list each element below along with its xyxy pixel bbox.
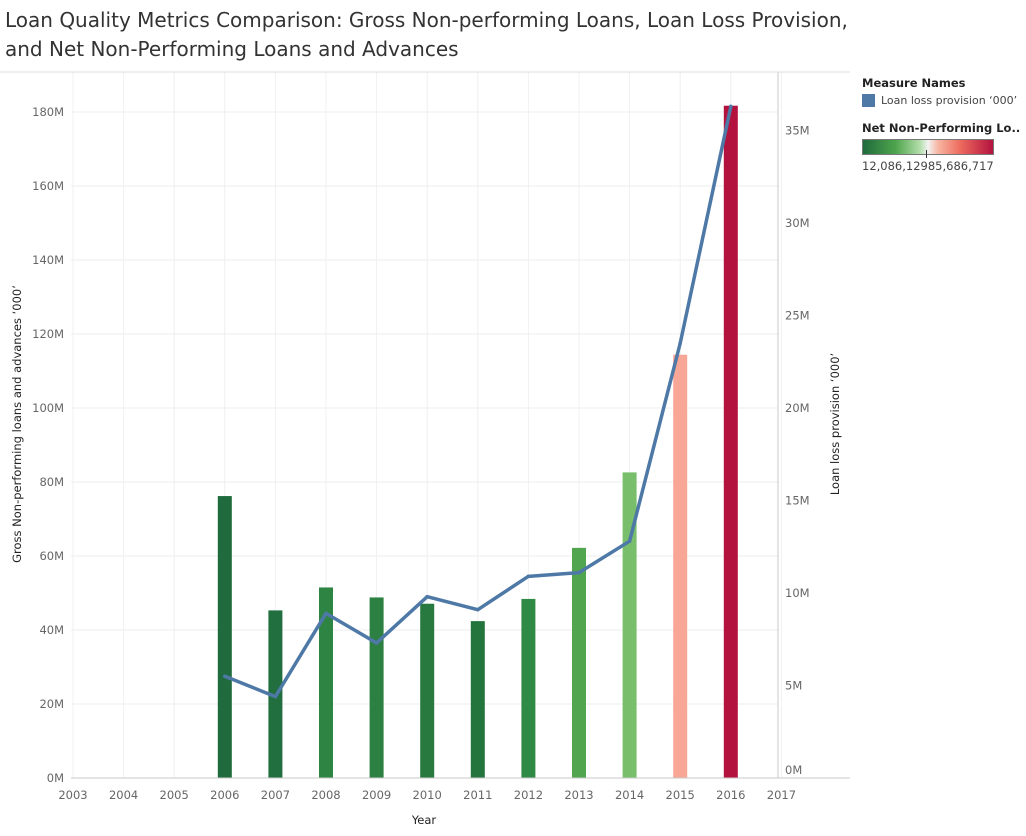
x-tick-label: 2015 <box>666 788 695 802</box>
legend-measure-names-title: Measure Names <box>862 76 966 90</box>
line-point-2006[interactable] <box>223 674 227 679</box>
gradient-center-marker <box>926 150 927 158</box>
legend: Measure Names Loan loss provision ‘000’ … <box>862 76 1022 173</box>
x-tick-label: 2004 <box>109 788 138 802</box>
x-tick-label: 2009 <box>362 788 391 802</box>
bar-2014[interactable] <box>622 472 637 778</box>
x-tick-label: 2011 <box>463 788 492 802</box>
x-tick-label: 2013 <box>564 788 593 802</box>
right-tick-label: 5M <box>785 679 802 693</box>
color-gradient-bar[interactable] <box>862 139 994 158</box>
bar-2009[interactable] <box>369 597 384 778</box>
line-point-2016[interactable] <box>729 104 733 109</box>
legend-item-loan-loss-provision[interactable]: Loan loss provision ‘000’ <box>862 94 1022 107</box>
bar-2008[interactable] <box>319 587 333 778</box>
right-axis-title: Loan loss provision ‘000’ <box>828 353 842 495</box>
x-tick-label: 2003 <box>58 788 87 802</box>
line-point-2010[interactable] <box>425 594 430 599</box>
line-point-2014[interactable] <box>627 539 632 543</box>
gradient-max-label: 85,686,717 <box>927 159 994 173</box>
line-point-2007[interactable] <box>273 694 278 699</box>
legend-color-title: Net Non-Performing Lo.. <box>862 121 1021 135</box>
left-tick-label: 100M <box>32 401 64 415</box>
legend-item-label: Loan loss provision ‘000’ <box>881 94 1018 107</box>
bar-2006[interactable] <box>217 496 232 778</box>
left-tick-label: 120M <box>32 327 64 341</box>
bar-2012[interactable] <box>521 598 536 778</box>
legend-swatch <box>862 94 875 107</box>
line-point-2012[interactable] <box>526 574 531 579</box>
left-tick-label: 140M <box>32 253 64 267</box>
left-tick-label: 180M <box>32 105 64 119</box>
line-point-2015[interactable] <box>678 341 682 346</box>
left-tick-label: 160M <box>32 179 64 193</box>
bar-2015[interactable] <box>673 354 688 778</box>
left-tick-label: 40M <box>39 623 64 637</box>
bar-2016[interactable] <box>723 105 738 778</box>
x-tick-label: 2010 <box>413 788 442 802</box>
left-tick-label: 20M <box>39 697 64 711</box>
bar-2011[interactable] <box>470 621 485 778</box>
right-tick-label: 15M <box>785 494 810 508</box>
right-tick-label: 0M <box>785 763 802 777</box>
line-point-2008[interactable] <box>324 611 328 616</box>
left-axis-title: Gross Non-performing loans and advances … <box>10 285 24 563</box>
line-point-2009[interactable] <box>374 641 379 645</box>
x-tick-label: 2005 <box>160 788 189 802</box>
left-tick-label: 60M <box>39 549 64 563</box>
left-tick-label: 0M <box>47 771 64 785</box>
x-axis-title: Year <box>411 813 437 827</box>
right-tick-label: 20M <box>785 401 810 415</box>
x-tick-label: 2016 <box>716 788 745 802</box>
right-tick-label: 10M <box>785 586 810 600</box>
bar-2013[interactable] <box>572 547 586 778</box>
left-tick-label: 80M <box>39 475 64 489</box>
x-tick-label: 2006 <box>210 788 239 802</box>
bar-2010[interactable] <box>420 603 435 778</box>
chart-title: Loan Quality Metrics Comparison: Gross N… <box>5 8 848 61</box>
x-tick-label: 2007 <box>261 788 290 802</box>
x-tick-label: 2017 <box>767 788 796 802</box>
right-tick-label: 35M <box>785 124 810 138</box>
x-tick-label: 2012 <box>514 788 543 802</box>
line-point-2011[interactable] <box>476 607 480 612</box>
x-tick-label: 2014 <box>615 788 644 802</box>
line-point-2013[interactable] <box>577 570 581 575</box>
x-tick-label: 2008 <box>311 788 340 802</box>
right-tick-label: 30M <box>785 216 810 230</box>
right-tick-label: 25M <box>785 309 810 323</box>
gradient-min-label: 12,086,129 <box>862 159 928 173</box>
